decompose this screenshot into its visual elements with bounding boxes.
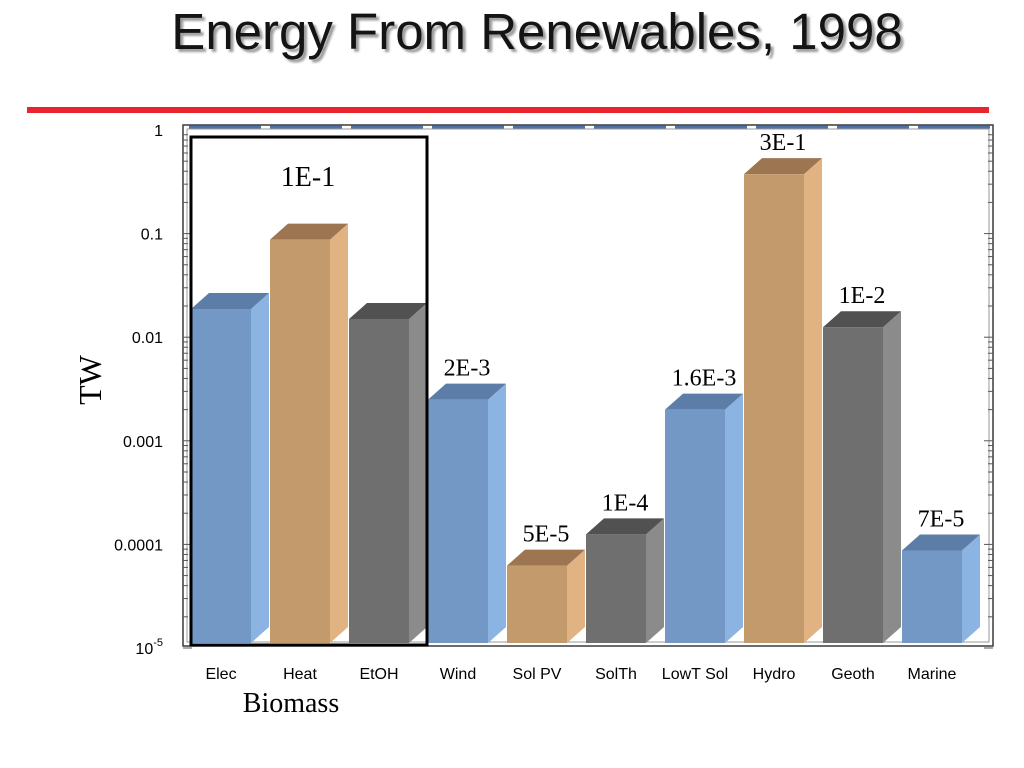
- bar-front-face: [349, 318, 409, 643]
- bar-top-face: [744, 158, 822, 175]
- x-tick-label-marine: Marine: [908, 666, 957, 683]
- bar-front-face: [902, 550, 962, 643]
- bar-side-face: [409, 302, 427, 643]
- data-label-marine: 7E-5: [918, 506, 965, 532]
- data-label-lowt-sol: 1.6E-3: [672, 366, 737, 392]
- bar-front-face: [270, 239, 330, 644]
- bar-top-face: [428, 383, 506, 400]
- bar-top-face: [270, 223, 348, 240]
- bar-top-face: [902, 534, 980, 551]
- y-tick-label: 0.1: [141, 227, 163, 244]
- y-axis-tick-labels: 1 0.1 0.01 0.001 0.0001 10-5: [114, 123, 163, 658]
- data-label-geoth: 1E-2: [839, 283, 886, 309]
- y-axis-label: TW: [72, 354, 108, 405]
- bar-front-face: [665, 409, 725, 643]
- x-tick-label-wind: Wind: [440, 666, 476, 683]
- bar-wind: [428, 383, 506, 643]
- y-tick-label: 0.001: [123, 434, 163, 451]
- bar-side-face: [725, 393, 743, 643]
- bar-top-face: [823, 311, 901, 328]
- bar-front-face: [507, 565, 567, 643]
- bar-geoth: [823, 311, 901, 643]
- bar-front-face: [428, 399, 488, 643]
- data-labels: 2E-3 5E-5 1E-4 1.6E-3 3E-1 1E-2 7E-5: [444, 130, 965, 547]
- bar-top-face: [349, 302, 427, 319]
- biomass-group-label: Biomass: [243, 688, 339, 719]
- x-tick-label-heat: Heat: [283, 666, 317, 683]
- bar-front-face: [823, 327, 883, 643]
- biomass-total-label: 1E-1: [281, 162, 335, 193]
- bar-marine: [902, 534, 980, 643]
- bar-top-face: [586, 518, 664, 535]
- bar-side-face: [804, 158, 822, 644]
- x-tick-label-etoh: EtOH: [359, 666, 398, 683]
- biomass-group-box: [189, 135, 429, 647]
- bar-top-face: [507, 549, 585, 566]
- bar-top-face: [665, 393, 743, 410]
- y-tick-label-base: 0.1: [141, 227, 163, 244]
- y-tick-label: 0.0001: [114, 537, 163, 554]
- y-tick-label-exponent: -5: [153, 637, 163, 649]
- bar-side-face: [567, 549, 585, 643]
- bar-solth: [586, 518, 664, 643]
- bar-heat: [270, 223, 348, 644]
- bar-side-face: [488, 383, 506, 643]
- bar-side-face: [962, 534, 980, 643]
- y-tick-label-base: 0.0001: [114, 537, 163, 554]
- y-tick-label: 1: [154, 123, 163, 140]
- title-rule: [27, 107, 989, 113]
- bar-etoh: [349, 302, 427, 643]
- x-tick-label-hydro: Hydro: [753, 666, 796, 683]
- bar-side-face: [330, 223, 348, 644]
- x-tick-label-sol-pv: Sol PV: [513, 666, 562, 683]
- data-label-hydro: 3E-1: [760, 130, 807, 156]
- data-label-sol-pv: 5E-5: [523, 522, 570, 548]
- chart-title: Energy From Renewables, 1998: [171, 3, 903, 60]
- x-tick-label-geoth: Geoth: [831, 666, 875, 683]
- y-axis-minor-ticks: [183, 134, 993, 649]
- bar-front-face: [191, 308, 251, 643]
- x-tick-label-solth: SolTh: [595, 666, 637, 683]
- data-label-solth: 1E-4: [602, 490, 649, 516]
- bar-hydro: [744, 158, 822, 644]
- y-tick-label: 0.01: [132, 330, 163, 347]
- bar-front-face: [586, 534, 646, 643]
- bar-side-face: [646, 518, 664, 643]
- bar-elec: [191, 292, 269, 643]
- data-label-wind: 2E-3: [444, 356, 491, 382]
- bar-side-face: [251, 292, 269, 643]
- bar-lowt-sol: [665, 393, 743, 643]
- bar-side-face: [883, 311, 901, 643]
- x-axis-tick-labels: Elec Heat EtOH Wind Sol PV SolTh LowT Sol Hydro…: [205, 666, 956, 683]
- y-tick-label-base: 10: [135, 641, 153, 658]
- bar-top-face: [191, 292, 269, 309]
- y-tick-label-base: 0.01: [132, 330, 163, 347]
- y-tick-label-base: 1: [154, 123, 163, 140]
- bar-front-face: [744, 174, 804, 644]
- y-tick-label-base: 0.001: [123, 434, 163, 451]
- y-tick-label: 10-5: [135, 637, 163, 658]
- x-tick-label-elec: Elec: [205, 666, 236, 683]
- bar-sol-pv: [507, 549, 585, 643]
- x-tick-label-lowt-sol: LowT Sol: [662, 666, 728, 683]
- bars: [191, 158, 980, 644]
